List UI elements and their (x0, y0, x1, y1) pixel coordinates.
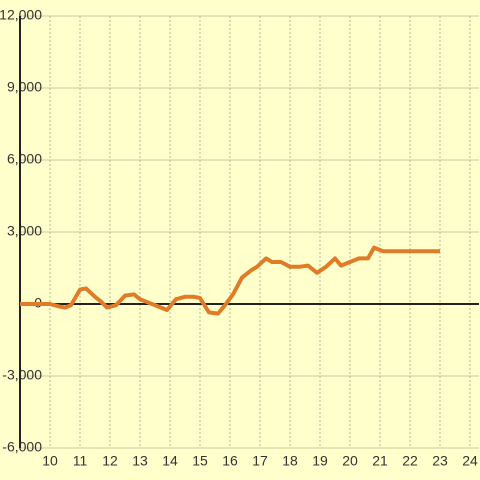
y-tick-label: 6,000 (7, 151, 42, 167)
y-tick-label: -6,000 (2, 439, 42, 455)
x-tick-label: 20 (342, 453, 358, 469)
x-tick-label: 24 (462, 453, 478, 469)
x-tick-label: 10 (42, 453, 58, 469)
x-tick-label: 16 (222, 453, 238, 469)
x-tick-label: 22 (402, 453, 418, 469)
y-tick-label: 3,000 (7, 223, 42, 239)
x-tick-label: 17 (252, 453, 268, 469)
y-tick-label: -3,000 (2, 367, 42, 383)
x-tick-label: 15 (192, 453, 208, 469)
y-tick-label: 9,000 (7, 79, 42, 95)
x-tick-label: 23 (432, 453, 448, 469)
x-tick-label: 14 (162, 453, 178, 469)
data-line (20, 245, 440, 316)
y-tick-label: 12,000 (0, 7, 42, 23)
x-tick-label: 18 (282, 453, 298, 469)
x-tick-label: 12 (102, 453, 118, 469)
x-tick-label: 11 (73, 453, 88, 469)
x-tick-label: 19 (312, 453, 328, 469)
x-tick-label: 21 (372, 453, 388, 469)
x-tick-label: 13 (132, 453, 148, 469)
